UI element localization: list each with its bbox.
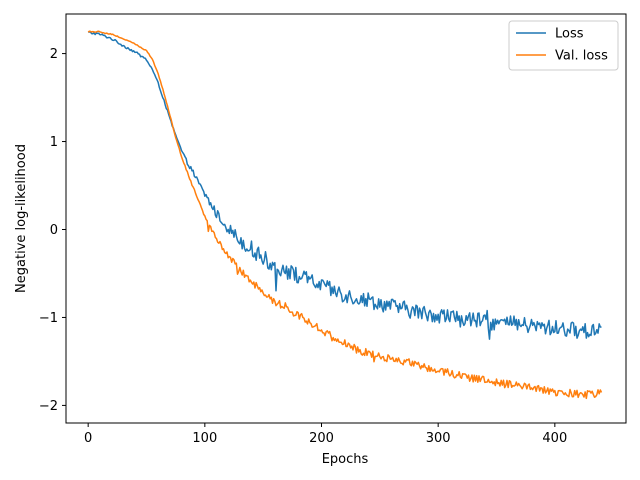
x-tick-label: 200 xyxy=(309,431,334,446)
legend-label-val-loss: Val. loss xyxy=(555,49,608,64)
series-layer xyxy=(87,30,603,400)
y-axis-ticks: −2 −1 0 1 2 xyxy=(39,47,66,414)
x-axis-title: Epochs xyxy=(322,452,369,467)
y-tick-label: 1 xyxy=(50,135,58,150)
legend-label-loss: Loss xyxy=(555,27,584,42)
series-line-val-loss xyxy=(87,30,603,400)
y-tick-label: 0 xyxy=(50,223,58,238)
y-axis-title: Negative log-likelihood xyxy=(14,144,29,293)
plot-background xyxy=(66,14,626,423)
x-tick-label: 400 xyxy=(542,431,567,446)
x-tick-label: 300 xyxy=(426,431,451,446)
y-tick-label: −1 xyxy=(39,311,58,326)
y-tick-label: 2 xyxy=(50,47,58,62)
y-tick-label: −2 xyxy=(39,399,58,414)
x-tick-label: 0 xyxy=(84,431,92,446)
legend: Loss Val. loss xyxy=(508,20,619,71)
plot-frame xyxy=(65,13,627,424)
x-tick-label: 100 xyxy=(192,431,217,446)
x-axis-ticks: 0 100 200 300 400 xyxy=(84,423,567,446)
